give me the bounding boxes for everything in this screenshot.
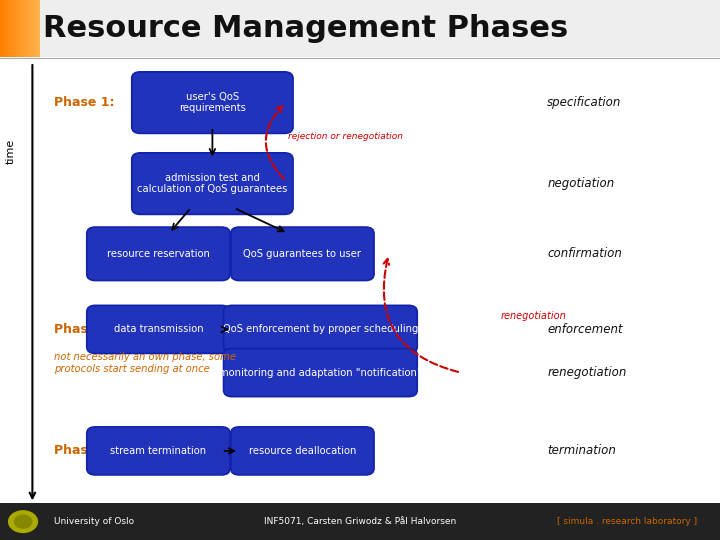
Circle shape [9, 511, 37, 532]
FancyBboxPatch shape [12, 0, 13, 57]
FancyBboxPatch shape [27, 0, 28, 57]
FancyBboxPatch shape [223, 306, 418, 353]
Text: not necessarily an own phase, some
protocols start sending at once: not necessarily an own phase, some proto… [54, 352, 236, 374]
Text: QoS guarantees to user: QoS guarantees to user [243, 249, 361, 259]
Text: QoS enforcement by proper scheduling: QoS enforcement by proper scheduling [222, 325, 418, 334]
FancyBboxPatch shape [27, 0, 29, 57]
FancyBboxPatch shape [230, 227, 374, 280]
FancyBboxPatch shape [0, 503, 720, 540]
Text: monitoring and adaptation "notification": monitoring and adaptation "notification" [219, 368, 422, 377]
Text: specification: specification [547, 96, 621, 109]
FancyBboxPatch shape [2, 0, 3, 57]
FancyBboxPatch shape [7, 0, 8, 57]
FancyBboxPatch shape [30, 0, 31, 57]
FancyBboxPatch shape [29, 0, 30, 57]
Text: stream termination: stream termination [110, 446, 207, 456]
FancyBboxPatch shape [4, 0, 5, 57]
FancyBboxPatch shape [16, 0, 17, 57]
FancyBboxPatch shape [21, 0, 22, 57]
FancyBboxPatch shape [19, 0, 20, 57]
Text: time: time [6, 139, 16, 164]
FancyBboxPatch shape [132, 153, 293, 214]
Text: Phase 1:: Phase 1: [54, 96, 114, 109]
FancyBboxPatch shape [3, 0, 4, 57]
Text: termination: termination [547, 444, 616, 457]
Circle shape [14, 515, 32, 528]
FancyBboxPatch shape [10, 0, 11, 57]
FancyBboxPatch shape [5, 0, 6, 57]
FancyBboxPatch shape [6, 0, 7, 57]
FancyBboxPatch shape [87, 306, 230, 353]
FancyBboxPatch shape [34, 0, 35, 57]
FancyBboxPatch shape [24, 0, 26, 57]
FancyBboxPatch shape [132, 72, 293, 133]
FancyBboxPatch shape [87, 427, 230, 475]
FancyBboxPatch shape [22, 0, 23, 57]
Text: rejection or renegotiation: rejection or renegotiation [288, 132, 403, 140]
Text: Phase 2:: Phase 2: [54, 323, 114, 336]
FancyBboxPatch shape [11, 0, 12, 57]
FancyBboxPatch shape [17, 0, 18, 57]
FancyBboxPatch shape [15, 0, 16, 57]
Text: renegotiation: renegotiation [547, 366, 626, 379]
Text: INF5071, Carsten Griwodz & Pål Halvorsen: INF5071, Carsten Griwodz & Pål Halvorsen [264, 517, 456, 526]
Text: negotiation: negotiation [547, 177, 614, 190]
FancyBboxPatch shape [1, 0, 2, 57]
Text: University of Oslo: University of Oslo [54, 517, 134, 526]
Text: data transmission: data transmission [114, 325, 203, 334]
FancyBboxPatch shape [14, 0, 15, 57]
FancyBboxPatch shape [13, 0, 14, 57]
FancyBboxPatch shape [36, 0, 37, 57]
Text: renegotiation: renegotiation [500, 311, 566, 321]
Text: Phase 3:: Phase 3: [54, 444, 114, 457]
FancyBboxPatch shape [31, 0, 32, 57]
FancyBboxPatch shape [230, 427, 374, 475]
FancyBboxPatch shape [39, 0, 40, 57]
Text: resource reservation: resource reservation [107, 249, 210, 259]
FancyBboxPatch shape [0, 0, 1, 57]
Text: [ simula . research laboratory ]: [ simula . research laboratory ] [557, 517, 697, 526]
Text: enforcement: enforcement [547, 323, 623, 336]
FancyBboxPatch shape [26, 0, 27, 57]
FancyBboxPatch shape [32, 0, 34, 57]
FancyBboxPatch shape [37, 0, 39, 57]
FancyBboxPatch shape [9, 0, 10, 57]
FancyBboxPatch shape [223, 349, 418, 396]
Text: Resource Management Phases: Resource Management Phases [43, 14, 569, 43]
Text: confirmation: confirmation [547, 247, 622, 260]
FancyBboxPatch shape [20, 0, 21, 57]
FancyBboxPatch shape [8, 0, 9, 57]
Text: admission test and
calculation of QoS guarantees: admission test and calculation of QoS gu… [138, 173, 287, 194]
FancyBboxPatch shape [0, 0, 720, 57]
FancyBboxPatch shape [23, 0, 24, 57]
FancyBboxPatch shape [35, 0, 36, 57]
Text: resource deallocation: resource deallocation [248, 446, 356, 456]
FancyBboxPatch shape [18, 0, 19, 57]
FancyBboxPatch shape [87, 227, 230, 280]
Text: user's QoS
requirements: user's QoS requirements [179, 92, 246, 113]
